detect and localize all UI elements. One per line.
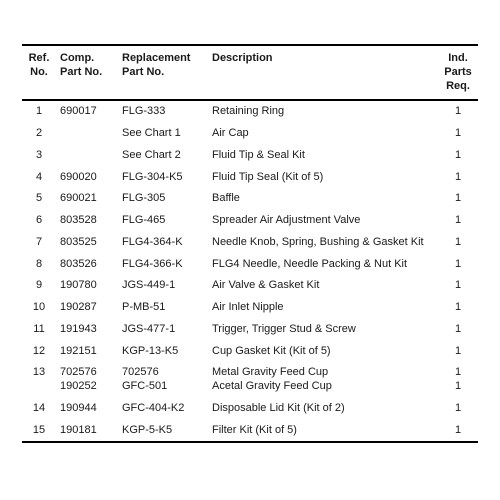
cell-desc: FLG4 Needle, Needle Packing & Nut Kit [208, 254, 438, 276]
cell-desc: Fluid Tip & Seal Kit [208, 145, 438, 167]
cell-comp [56, 145, 118, 167]
cell-rep: FLG4-366-K [118, 254, 208, 276]
table-row: 5690021FLG-305Baffle1 [22, 188, 478, 210]
cell-ind: 1 [438, 145, 478, 167]
col-desc: Description [208, 45, 438, 100]
cell-ind: 1 [438, 398, 478, 420]
cell-comp: 690020 [56, 167, 118, 189]
cell-desc: Cup Gasket Kit (Kit of 5) [208, 341, 438, 363]
cell-ref: 10 [22, 297, 56, 319]
table-header-row: Ref.No. Comp.Part No. ReplacementPart No… [22, 45, 478, 100]
table-row: 2 See Chart 1Air Cap1 [22, 123, 478, 145]
cell-ref: 15 [22, 420, 56, 443]
table-row: 4690020FLG-304-K5Fluid Tip Seal (Kit of … [22, 167, 478, 189]
cell-ref: 14 [22, 398, 56, 420]
table-row: 14190944GFC-404-K2Disposable Lid Kit (Ki… [22, 398, 478, 420]
table-row: 6803528FLG-465Spreader Air Adjustment Va… [22, 210, 478, 232]
col-ind: Ind.PartsReq. [438, 45, 478, 100]
cell-desc: Retaining Ring [208, 100, 438, 123]
table-row: 7803525FLG4-364-KNeedle Knob, Spring, Bu… [22, 232, 478, 254]
cell-desc: Needle Knob, Spring, Bushing & Gasket Ki… [208, 232, 438, 254]
cell-comp: 803526 [56, 254, 118, 276]
cell-desc: Metal Gravity Feed CupAcetal Gravity Fee… [208, 362, 438, 398]
cell-ref: 13 [22, 362, 56, 398]
cell-ind: 1 [438, 232, 478, 254]
cell-ref: 11 [22, 319, 56, 341]
table-row: 10190287P-MB-51Air Inlet Nipple1 [22, 297, 478, 319]
cell-desc: Fluid Tip Seal (Kit of 5) [208, 167, 438, 189]
cell-ref: 3 [22, 145, 56, 167]
cell-ind: 1 [438, 297, 478, 319]
cell-rep: JGS-477-1 [118, 319, 208, 341]
table-row: 12192151KGP-13-K5Cup Gasket Kit (Kit of … [22, 341, 478, 363]
col-comp: Comp.Part No. [56, 45, 118, 100]
cell-ind: 1 [438, 167, 478, 189]
table-row: 11191943JGS-477-1Trigger, Trigger Stud &… [22, 319, 478, 341]
cell-ind: 1 [438, 188, 478, 210]
cell-ind: 1 [438, 275, 478, 297]
cell-desc: Baffle [208, 188, 438, 210]
cell-comp: 690021 [56, 188, 118, 210]
cell-ref: 7 [22, 232, 56, 254]
cell-comp: 190780 [56, 275, 118, 297]
cell-ref: 1 [22, 100, 56, 123]
cell-desc: Disposable Lid Kit (Kit of 2) [208, 398, 438, 420]
cell-ref: 8 [22, 254, 56, 276]
table-row: 8803526FLG4-366-KFLG4 Needle, Needle Pac… [22, 254, 478, 276]
cell-rep: KGP-13-K5 [118, 341, 208, 363]
cell-comp: 190944 [56, 398, 118, 420]
table-row: 9190780JGS-449-1Air Valve & Gasket Kit1 [22, 275, 478, 297]
cell-rep: FLG-304-K5 [118, 167, 208, 189]
cell-desc: Air Inlet Nipple [208, 297, 438, 319]
cell-comp: 191943 [56, 319, 118, 341]
cell-ind: 1 [438, 319, 478, 341]
cell-ind: 1 [438, 100, 478, 123]
cell-comp [56, 123, 118, 145]
cell-rep: FLG4-364-K [118, 232, 208, 254]
col-ref: Ref.No. [22, 45, 56, 100]
table-row: 15190181KGP-5-K5Filter Kit (Kit of 5)1 [22, 420, 478, 443]
cell-comp: 803528 [56, 210, 118, 232]
cell-ref: 9 [22, 275, 56, 297]
cell-ref: 12 [22, 341, 56, 363]
cell-rep: FLG-305 [118, 188, 208, 210]
cell-ref: 4 [22, 167, 56, 189]
cell-comp: 190181 [56, 420, 118, 443]
table-row: 1690017FLG-333Retaining Ring1 [22, 100, 478, 123]
cell-comp: 690017 [56, 100, 118, 123]
cell-comp: 192151 [56, 341, 118, 363]
cell-rep: KGP-5-K5 [118, 420, 208, 443]
cell-rep: See Chart 2 [118, 145, 208, 167]
cell-ind: 1 [438, 420, 478, 443]
cell-ref: 6 [22, 210, 56, 232]
cell-comp: 803525 [56, 232, 118, 254]
cell-rep: JGS-449-1 [118, 275, 208, 297]
parts-table: Ref.No. Comp.Part No. ReplacementPart No… [22, 44, 478, 443]
cell-desc: Air Valve & Gasket Kit [208, 275, 438, 297]
col-rep: ReplacementPart No. [118, 45, 208, 100]
cell-rep: 702576GFC-501 [118, 362, 208, 398]
cell-rep: See Chart 1 [118, 123, 208, 145]
table-row: 3 See Chart 2Fluid Tip & Seal Kit1 [22, 145, 478, 167]
cell-comp: 190287 [56, 297, 118, 319]
cell-comp: 702576190252 [56, 362, 118, 398]
cell-ind: 1 [438, 254, 478, 276]
cell-rep: FLG-465 [118, 210, 208, 232]
table-row: 13702576190252702576GFC-501Metal Gravity… [22, 362, 478, 398]
cell-rep: FLG-333 [118, 100, 208, 123]
cell-ref: 5 [22, 188, 56, 210]
cell-ind: 11 [438, 362, 478, 398]
cell-rep: P-MB-51 [118, 297, 208, 319]
cell-ind: 1 [438, 123, 478, 145]
cell-desc: Air Cap [208, 123, 438, 145]
cell-desc: Trigger, Trigger Stud & Screw [208, 319, 438, 341]
cell-ind: 1 [438, 210, 478, 232]
cell-ind: 1 [438, 341, 478, 363]
cell-desc: Spreader Air Adjustment Valve [208, 210, 438, 232]
cell-ref: 2 [22, 123, 56, 145]
cell-rep: GFC-404-K2 [118, 398, 208, 420]
cell-desc: Filter Kit (Kit of 5) [208, 420, 438, 443]
